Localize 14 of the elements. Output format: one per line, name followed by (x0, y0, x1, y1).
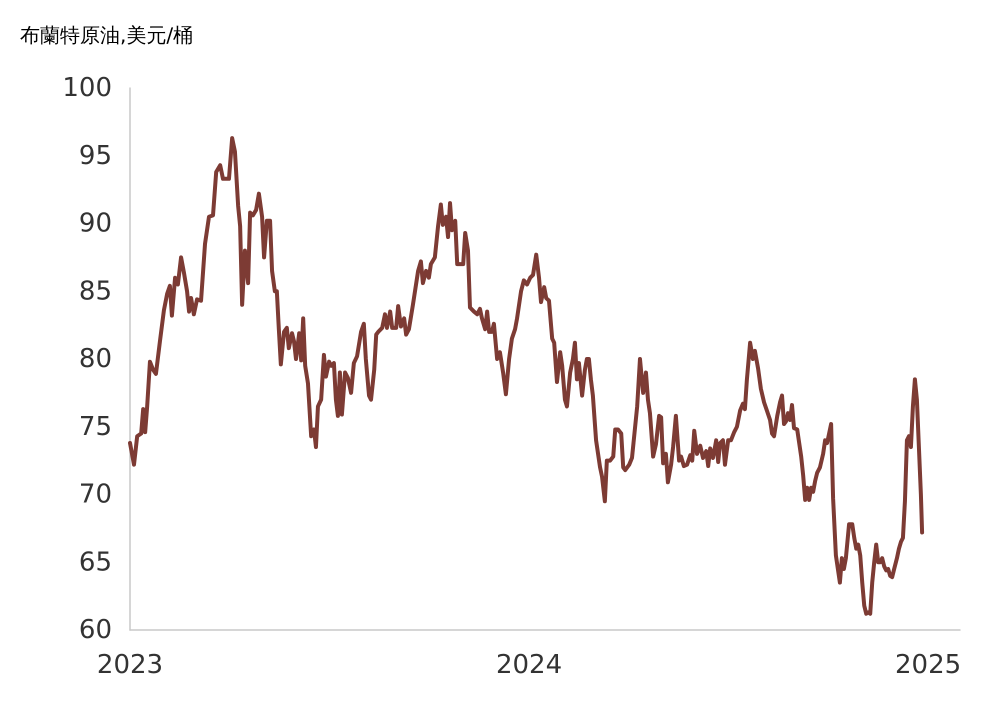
x-tick-label: 2023 (96, 650, 164, 680)
x-tick-label: 2024 (496, 650, 562, 680)
y-tick-label: 80 (78, 344, 112, 374)
y-tick-label: 75 (78, 412, 112, 442)
y-tick-label: 65 (78, 547, 112, 578)
y-tick-label: 60 (78, 615, 112, 645)
chart-title: 布蘭特原油,美元/桶 (20, 23, 194, 47)
y-tick-label: 100 (62, 73, 112, 103)
y-tick-label: 90 (78, 208, 112, 238)
line-series (128, 136, 924, 616)
y-tick-label: 95 (78, 140, 112, 171)
x-tick-label: 2025 (894, 650, 962, 680)
y-tick-label: 70 (78, 480, 112, 510)
y-tick-label: 85 (78, 276, 112, 306)
